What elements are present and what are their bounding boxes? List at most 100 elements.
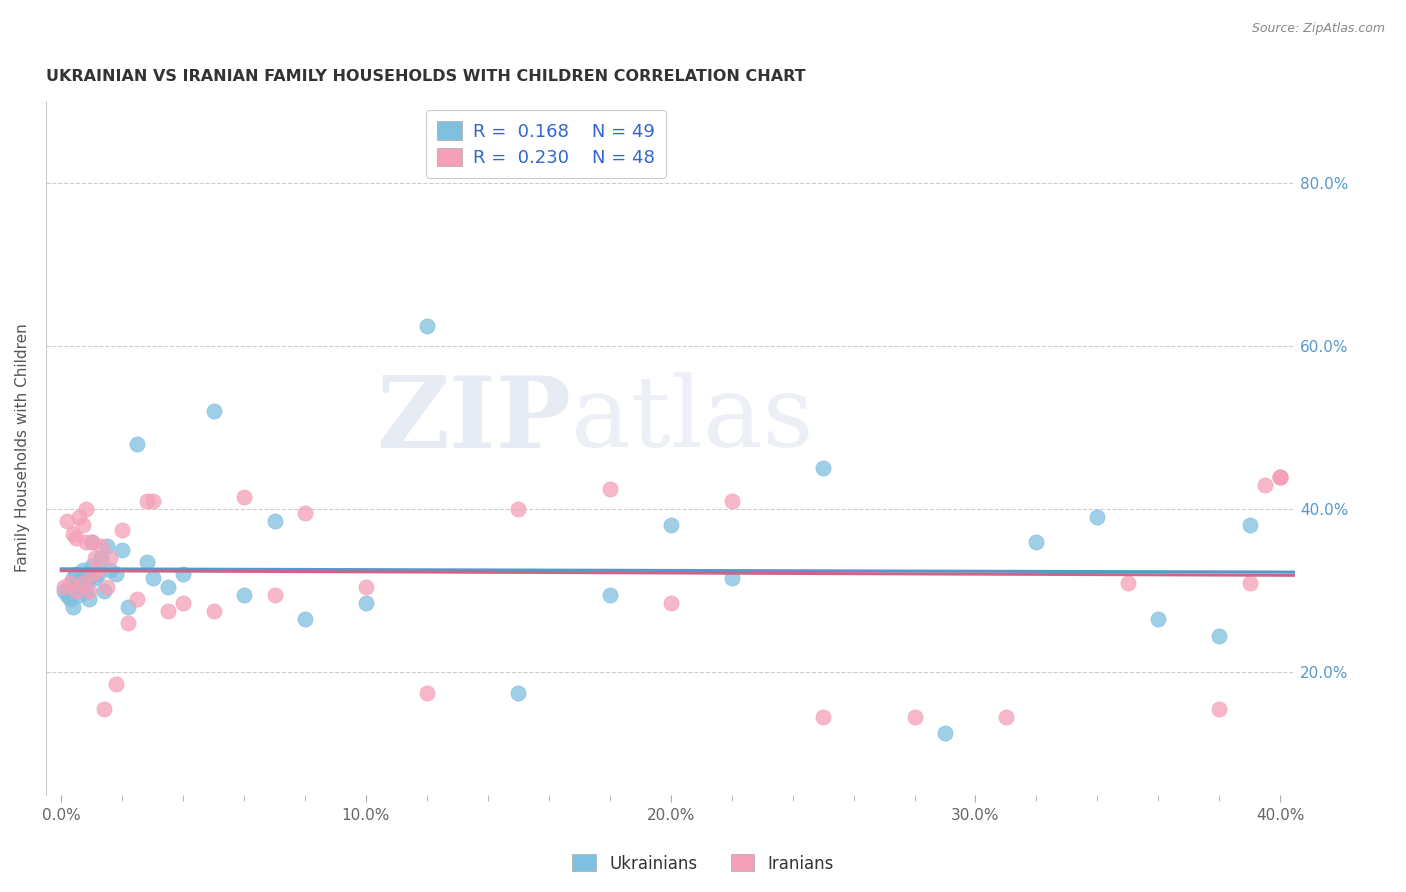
Point bbox=[77, 591, 100, 606]
Text: atlas: atlas bbox=[571, 372, 814, 468]
Point bbox=[720, 572, 742, 586]
Point bbox=[53, 583, 76, 598]
Point bbox=[75, 575, 97, 590]
Point bbox=[934, 726, 956, 740]
Point bbox=[80, 534, 103, 549]
Point bbox=[117, 616, 139, 631]
Text: ZIP: ZIP bbox=[375, 372, 571, 468]
Point bbox=[111, 523, 134, 537]
Point bbox=[263, 514, 285, 528]
Point bbox=[98, 551, 121, 566]
Point bbox=[1116, 575, 1139, 590]
Point bbox=[1208, 629, 1230, 643]
Point bbox=[77, 572, 100, 586]
Point bbox=[75, 583, 97, 598]
Point bbox=[105, 677, 128, 691]
Point bbox=[93, 702, 115, 716]
Point bbox=[233, 490, 256, 504]
Point bbox=[75, 534, 97, 549]
Point bbox=[1239, 575, 1261, 590]
Point bbox=[98, 563, 121, 577]
Point bbox=[1270, 469, 1292, 483]
Y-axis label: Family Households with Children: Family Households with Children bbox=[15, 324, 30, 573]
Legend: Ukrainians, Iranians: Ukrainians, Iranians bbox=[565, 847, 841, 880]
Point bbox=[416, 318, 439, 333]
Point bbox=[202, 404, 225, 418]
Point bbox=[96, 539, 118, 553]
Point bbox=[135, 494, 157, 508]
Point bbox=[83, 572, 105, 586]
Point bbox=[96, 580, 118, 594]
Point bbox=[508, 502, 530, 516]
Point bbox=[1254, 477, 1277, 491]
Point bbox=[1147, 612, 1170, 626]
Point bbox=[1239, 518, 1261, 533]
Point bbox=[659, 518, 682, 533]
Point bbox=[72, 563, 94, 577]
Text: UKRAINIAN VS IRANIAN FAMILY HOUSEHOLDS WITH CHILDREN CORRELATION CHART: UKRAINIAN VS IRANIAN FAMILY HOUSEHOLDS W… bbox=[46, 69, 806, 84]
Point bbox=[93, 583, 115, 598]
Point bbox=[156, 604, 179, 618]
Point bbox=[354, 596, 377, 610]
Point bbox=[142, 572, 165, 586]
Point bbox=[142, 494, 165, 508]
Point bbox=[80, 559, 103, 574]
Point bbox=[156, 580, 179, 594]
Point bbox=[1208, 702, 1230, 716]
Point bbox=[994, 710, 1017, 724]
Point bbox=[599, 482, 621, 496]
Point bbox=[59, 575, 82, 590]
Point bbox=[1085, 510, 1108, 524]
Point bbox=[87, 563, 110, 577]
Point bbox=[59, 591, 82, 606]
Point bbox=[69, 575, 91, 590]
Point bbox=[53, 580, 76, 594]
Point bbox=[508, 686, 530, 700]
Point bbox=[172, 596, 194, 610]
Point bbox=[90, 551, 112, 566]
Point bbox=[117, 600, 139, 615]
Point bbox=[87, 567, 110, 582]
Point bbox=[263, 588, 285, 602]
Point bbox=[75, 502, 97, 516]
Point bbox=[72, 518, 94, 533]
Point bbox=[56, 514, 79, 528]
Point bbox=[72, 572, 94, 586]
Point bbox=[811, 461, 834, 475]
Point bbox=[65, 531, 87, 545]
Point bbox=[69, 510, 91, 524]
Point bbox=[72, 575, 94, 590]
Point bbox=[127, 591, 149, 606]
Point bbox=[90, 539, 112, 553]
Point bbox=[294, 506, 316, 520]
Point bbox=[135, 555, 157, 569]
Point bbox=[811, 710, 834, 724]
Point bbox=[69, 588, 91, 602]
Point bbox=[59, 580, 82, 594]
Point bbox=[62, 600, 84, 615]
Point bbox=[1270, 469, 1292, 483]
Point bbox=[294, 612, 316, 626]
Point bbox=[127, 437, 149, 451]
Point bbox=[659, 596, 682, 610]
Point bbox=[354, 580, 377, 594]
Point bbox=[1025, 534, 1047, 549]
Point bbox=[77, 583, 100, 598]
Point bbox=[1270, 469, 1292, 483]
Point bbox=[83, 551, 105, 566]
Point bbox=[202, 604, 225, 618]
Point bbox=[416, 686, 439, 700]
Legend: R =  0.168    N = 49, R =  0.230    N = 48: R = 0.168 N = 49, R = 0.230 N = 48 bbox=[426, 111, 665, 178]
Point bbox=[599, 588, 621, 602]
Point bbox=[62, 572, 84, 586]
Point bbox=[233, 588, 256, 602]
Point bbox=[80, 567, 103, 582]
Point bbox=[65, 567, 87, 582]
Point bbox=[65, 580, 87, 594]
Point bbox=[111, 543, 134, 558]
Point bbox=[720, 494, 742, 508]
Point bbox=[172, 567, 194, 582]
Point bbox=[56, 588, 79, 602]
Point bbox=[903, 710, 925, 724]
Point bbox=[62, 526, 84, 541]
